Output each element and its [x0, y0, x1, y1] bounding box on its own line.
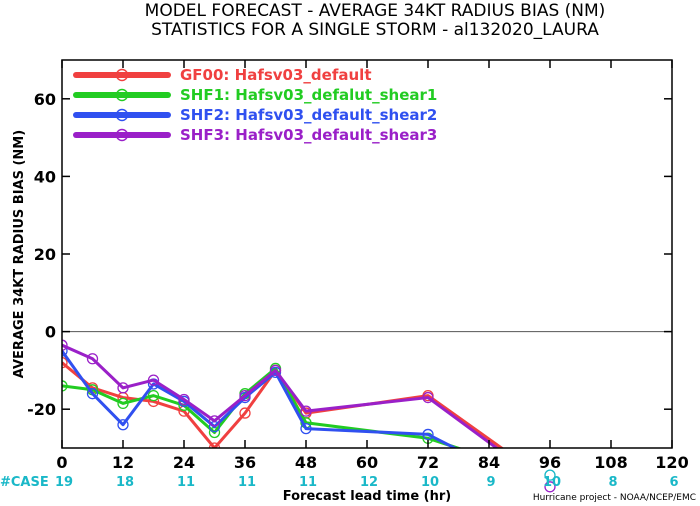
series-2-point-2 [117, 419, 129, 431]
case-count-1: 18 [116, 475, 134, 490]
case-count-4: 11 [299, 475, 317, 490]
y-tick-label-2: 20 [34, 245, 56, 264]
series-2-point-9 [422, 428, 434, 441]
extra-marker-1 [544, 481, 556, 493]
y-tick-label-3: 40 [34, 167, 56, 186]
x-tick-label-8: 96 [539, 453, 561, 472]
series-1-point-0 [62, 380, 68, 392]
case-count-6: 10 [421, 475, 439, 490]
case-count-0: 19 [55, 475, 73, 490]
series-line-1 [62, 366, 463, 448]
x-tick-label-4: 48 [295, 453, 317, 472]
series-3-point-2 [117, 382, 129, 394]
series-3-point-1 [86, 353, 99, 365]
case-count-5: 12 [360, 475, 378, 490]
x-tick-label-0: 0 [56, 453, 67, 472]
legend-entry-0: GF00: Hafsv03_default [180, 66, 371, 84]
legend-marker-1 [115, 88, 129, 102]
legend-entry-2: SHF2: Hafsv03_default_shear2 [180, 106, 437, 124]
legend-entry-3: SHF3: Hafsv03_default_shear3 [180, 126, 437, 144]
x-tick-label-1: 12 [112, 453, 134, 472]
legend-entry-1: SHF1: Hafsv03_defalut_shear1 [180, 86, 437, 104]
credit-text: Hurricane project - NOAA/NCEP/EMC [533, 493, 696, 503]
x-tick-label-2: 24 [173, 453, 195, 472]
legend-marker-3 [115, 128, 129, 142]
series-3-point-6 [239, 389, 251, 402]
y-axis-label: AVERAGE 34KT RADIUS BIAS (NM) [12, 130, 27, 378]
series-line-3 [62, 343, 500, 448]
series-0-point-6 [239, 407, 251, 419]
series-line-2 [62, 350, 458, 448]
series-3-point-4 [178, 393, 190, 406]
legend-marker-2 [115, 108, 129, 122]
case-count-9: 8 [608, 475, 617, 490]
series-3-point-5 [208, 415, 221, 427]
x-axis-label: Forecast lead time (hr) [283, 489, 451, 504]
chart-title: MODEL FORECAST - AVERAGE 34KT RADIUS BIA… [145, 1, 606, 21]
y-tick-label-1: 0 [45, 323, 56, 342]
legend-marker-0 [115, 68, 129, 82]
series-3-point-3 [147, 374, 160, 386]
series-3-point-8 [300, 405, 312, 417]
legend: GF00: Hafsv03_default SHF1: Hafsv03_defal… [73, 66, 437, 144]
x-tick-label-10: 120 [655, 453, 688, 472]
case-count-8: 10 [543, 475, 561, 490]
x-tick-label-3: 36 [234, 453, 256, 472]
x-tick-label-9: 108 [594, 453, 627, 472]
x-tick-label-7: 84 [478, 453, 500, 472]
x-tick-label-5: 60 [356, 453, 378, 472]
series-2-point-1 [86, 388, 99, 400]
case-counts: 19 18 11 11 11 12 10 9 10 8 6 [55, 475, 679, 490]
x-tick-label-6: 72 [417, 453, 439, 472]
series-3-point-7 [269, 364, 282, 377]
case-count-7: 9 [486, 475, 495, 490]
series-0-point-5 [208, 442, 221, 448]
extra-marker-0 [544, 469, 556, 481]
plot-area [62, 331, 672, 448]
series-2-point-8 [300, 422, 312, 435]
series-2-point-0 [62, 345, 68, 357]
series-3-point-0 [62, 339, 68, 351]
series-3-point-9 [422, 391, 434, 404]
cases-label: #CASE [0, 475, 49, 490]
chart-subtitle: STATISTICS FOR A SINGLE STORM - al132020… [151, 20, 599, 40]
case-count-3: 11 [238, 475, 256, 490]
series-1-point-2 [117, 397, 129, 410]
y-tick-label-0: -20 [27, 400, 56, 419]
case-count-10: 6 [669, 475, 678, 490]
series-0-point-0 [62, 356, 68, 369]
case-count-2: 11 [177, 475, 195, 490]
y-tick-label-4: 60 [34, 90, 56, 109]
series-1-point-3 [147, 389, 160, 402]
